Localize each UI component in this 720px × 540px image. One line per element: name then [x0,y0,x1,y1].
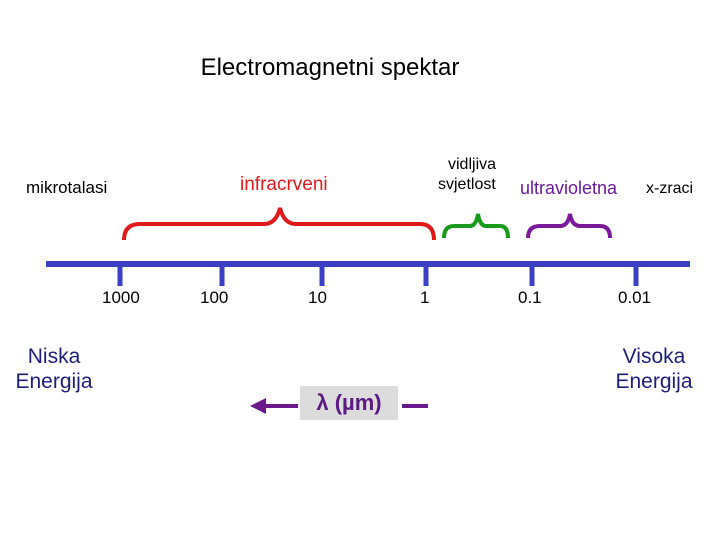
infrared-brace [122,207,436,241]
label-svjetlost: svjetlost [438,176,496,193]
visible-light-brace [442,213,510,239]
label-x-zraci: x-zraci [646,180,694,197]
label-vidljiva: vidljiva [448,156,497,173]
wavelength-label: λ (µm) [300,386,398,420]
tick-label-1000: 1000 [102,288,140,307]
high-energy-label: Visoka Energija [606,344,702,394]
high-energy-line2: Energija [615,370,693,393]
label-mikrotalasi: mikrotalasi [26,178,108,197]
high-energy-line1: Visoka [622,345,686,368]
ultraviolet-brace [526,213,612,239]
low-energy-line2: Energija [15,370,93,393]
tick-label-10: 10 [308,288,327,307]
label-ultravioletna: ultravioletna [520,178,618,198]
page-title: Electromagnetni spektar [200,54,460,81]
tick-label-100: 100 [200,288,229,307]
low-energy-line1: Niska [27,345,81,368]
arrow-head-left [250,398,266,414]
tick-label-0.01: 0.01 [618,288,652,307]
tick-label-1: 1 [420,288,430,307]
label-infracrveni: infracrveni [240,174,328,195]
tick-label-0.1: 0.1 [518,288,542,307]
low-energy-label: Niska Energija [8,344,100,394]
